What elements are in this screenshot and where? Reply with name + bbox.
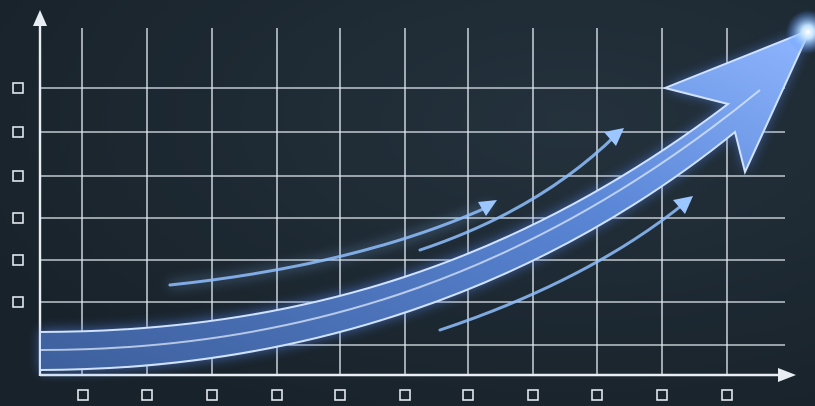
x-tick-marker — [141, 389, 153, 401]
x-tick-marker — [206, 389, 218, 401]
x-axis-arrow — [778, 368, 796, 382]
main-arrow-highlight — [39, 89, 761, 351]
small-arrowhead — [478, 200, 497, 216]
y-tick-marker — [12, 126, 24, 138]
y-tick-marker — [12, 254, 24, 266]
x-tick-marker — [77, 389, 89, 401]
y-tick-marker — [12, 82, 24, 94]
x-tick-marker — [462, 389, 474, 401]
x-tick-markers — [77, 389, 733, 401]
x-tick-marker — [399, 389, 411, 401]
axes — [33, 10, 796, 382]
y-axis-arrow — [33, 10, 47, 26]
small-arrow — [438, 200, 688, 332]
y-tick-marker — [12, 212, 24, 224]
small-arrow — [418, 132, 619, 252]
small-arrows — [168, 128, 693, 332]
main-arrow — [39, 10, 815, 372]
y-tick-marker — [12, 296, 24, 308]
x-tick-marker — [527, 389, 539, 401]
x-tick-marker — [271, 389, 283, 401]
y-tick-markers — [12, 82, 24, 308]
small-arrow — [168, 204, 492, 287]
x-tick-marker — [656, 389, 668, 401]
x-tick-marker — [721, 389, 733, 401]
grid — [40, 28, 785, 375]
y-tick-marker — [12, 170, 24, 182]
main-arrow-shape — [39, 28, 812, 372]
small-arrowhead — [604, 128, 624, 146]
x-tick-marker — [591, 389, 603, 401]
light-flare — [786, 10, 815, 54]
x-tick-marker — [334, 389, 346, 401]
small-arrowhead — [673, 196, 693, 214]
